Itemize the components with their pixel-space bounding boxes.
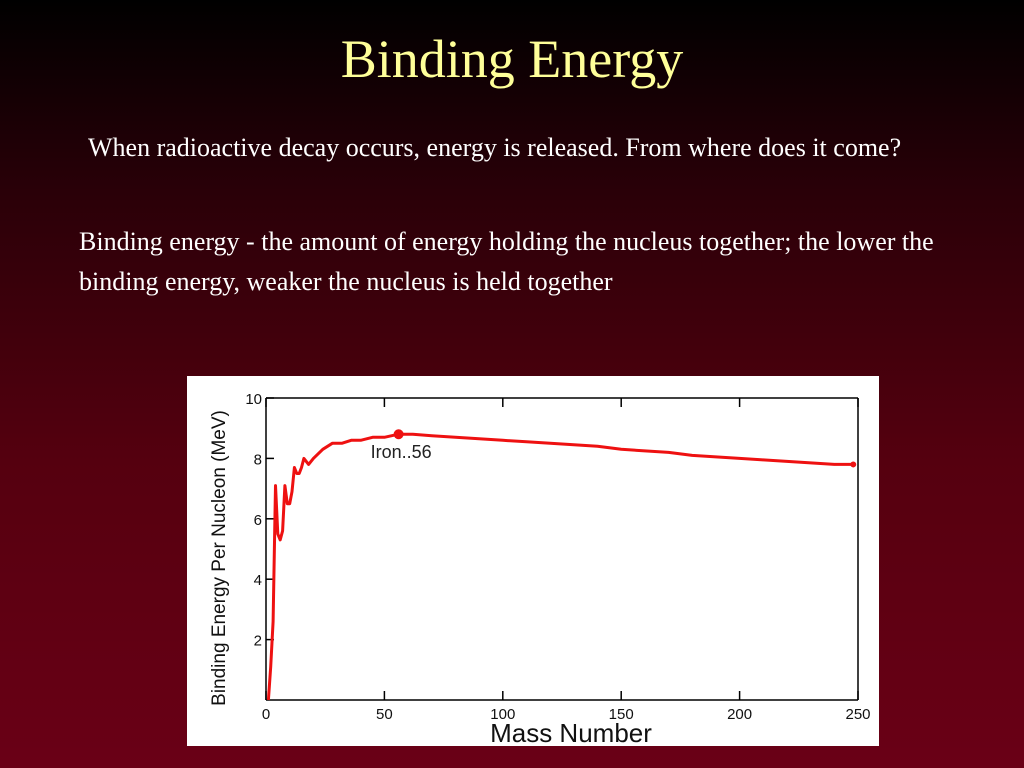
binding-energy-chart: 2 4 6 8 10 0 50 100 150 200 250 Iron..56 Mass Num… (187, 376, 879, 746)
intro-paragraph: When radioactive decay occurs, energy is… (88, 133, 902, 162)
curve-end-marker (850, 461, 857, 468)
iron-56-marker (393, 429, 404, 440)
x-axis-label: Mass Number (490, 718, 652, 746)
definition-paragraph: Binding energy - the amount of energy ho… (79, 227, 934, 296)
slide-title: Binding Energy (340, 29, 684, 89)
x-tick-label: 50 (376, 706, 393, 723)
x-tick-label: 150 (609, 706, 634, 723)
y-tick-label: 6 (254, 512, 262, 529)
x-tick-label: 250 (845, 706, 870, 723)
iron-56-label: Iron..56 (371, 442, 432, 462)
x-tick-label: 200 (727, 706, 752, 723)
y-axis-label: Binding Energy Per Nucleon (MeV) (209, 410, 230, 706)
y-tick-label: 2 (254, 633, 262, 650)
y-tick-label: 4 (254, 572, 262, 589)
chart-svg: 2 4 6 8 10 0 50 100 150 200 250 Iron..56 Mass Num… (209, 391, 871, 746)
y-tick-label: 10 (245, 391, 262, 408)
binding-energy-curve (266, 432, 854, 701)
x-tick-label: 0 (262, 706, 270, 723)
y-tick-label: 8 (254, 451, 262, 468)
x-tick-label: 100 (490, 706, 515, 723)
